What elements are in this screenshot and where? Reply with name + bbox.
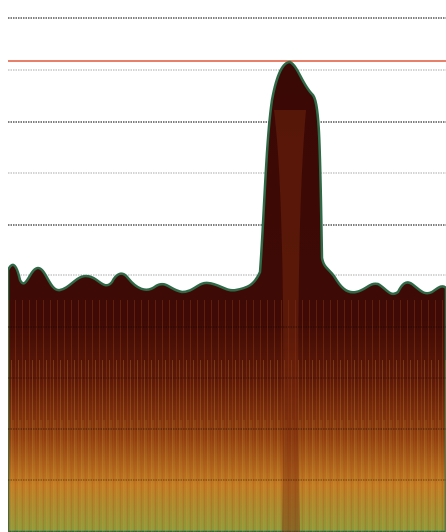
echogram <box>0 0 446 532</box>
left-margin <box>0 0 8 532</box>
body <box>0 0 446 532</box>
echo-streaks <box>8 300 446 532</box>
page: Echogram {} html, body { margin: 0; padd… <box>0 0 446 532</box>
